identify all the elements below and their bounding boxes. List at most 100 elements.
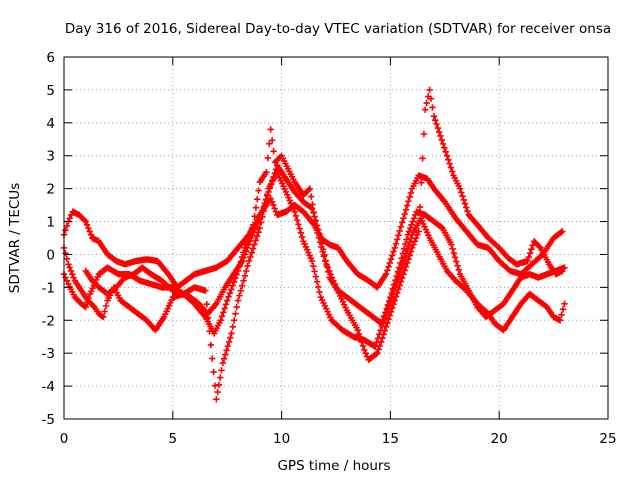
data-point [313, 222, 321, 229]
data-point [247, 253, 254, 261]
data-point [556, 317, 564, 324]
data-point [376, 342, 384, 349]
data-point [399, 250, 407, 257]
data-point [382, 271, 390, 278]
data-point [528, 245, 535, 253]
data-point [85, 224, 92, 232]
data-point [220, 355, 228, 363]
data-point [383, 305, 390, 312]
data-point [372, 350, 380, 358]
data-point [230, 317, 238, 324]
data-point [214, 388, 221, 396]
data-point [432, 116, 439, 124]
data-point [438, 223, 445, 231]
data-point [310, 263, 317, 270]
data-point [387, 294, 394, 301]
data-point [266, 140, 273, 147]
data-point [411, 238, 418, 245]
data-point [558, 311, 565, 318]
data-point [326, 267, 333, 275]
data-point [371, 343, 379, 350]
data-point [524, 257, 531, 265]
data-point [382, 323, 390, 331]
data-point [224, 342, 232, 350]
data-point [460, 196, 467, 204]
y-tick-label: 2 [46, 182, 55, 198]
data-point [443, 152, 451, 159]
data-point [86, 228, 93, 235]
data-point [451, 254, 459, 261]
data-point [270, 148, 277, 155]
x-tick-label: 10 [273, 431, 290, 447]
data-point [242, 247, 250, 255]
data-point [391, 244, 398, 252]
data-point [244, 244, 251, 252]
data-point [229, 282, 236, 289]
data-point [316, 230, 323, 237]
data-point [69, 271, 76, 278]
data-point [295, 221, 302, 228]
data-point [389, 285, 397, 292]
data-point [315, 283, 322, 291]
data-point [453, 258, 460, 265]
data-point [384, 267, 391, 274]
data-point [241, 251, 249, 258]
data-point [312, 273, 319, 280]
data-point [463, 204, 470, 211]
data-point [559, 306, 567, 313]
data-point [226, 289, 234, 297]
y-tick-label: -2 [42, 313, 55, 329]
data-point [310, 209, 317, 216]
data-point [206, 328, 213, 335]
data-point [203, 301, 210, 308]
data-point [251, 241, 258, 248]
y-tick-label: 5 [46, 83, 55, 99]
data-point [83, 221, 91, 229]
data-point [219, 359, 227, 367]
data-point [407, 235, 415, 242]
data-point [393, 272, 400, 280]
series-track-4 [82, 162, 568, 327]
data-point [298, 233, 306, 241]
data-point [401, 210, 408, 218]
data-point [267, 195, 274, 202]
data-point [397, 278, 405, 285]
data-point [82, 303, 89, 311]
data-point [318, 240, 326, 247]
data-point [66, 264, 73, 271]
data-point [223, 347, 230, 354]
data-point [389, 252, 396, 259]
data-point [392, 277, 399, 284]
data-point [387, 255, 395, 263]
y-tick-label: 0 [46, 247, 55, 263]
data-point [400, 245, 408, 253]
y-tick-label: -5 [42, 412, 55, 428]
data-point [259, 207, 266, 214]
data-point [256, 215, 264, 222]
x-tick-label: 0 [60, 431, 69, 447]
data-point [261, 200, 269, 207]
data-point [406, 252, 413, 259]
data-point [81, 217, 88, 224]
data-point [409, 218, 416, 225]
data-point [386, 312, 393, 319]
data-point [380, 312, 388, 320]
data-point [377, 326, 384, 334]
data-point [405, 228, 413, 235]
data-point [449, 245, 456, 253]
data-point [62, 274, 69, 281]
data-point [391, 297, 398, 304]
data-point [361, 346, 368, 354]
data-point [322, 257, 329, 264]
data-point [557, 229, 565, 236]
data-point [410, 241, 417, 248]
data-point [256, 224, 264, 232]
data-point [267, 126, 274, 133]
data-point [404, 231, 412, 238]
data-point [268, 137, 276, 144]
data-point [464, 208, 471, 215]
data-point [526, 249, 534, 257]
data-point [312, 217, 319, 225]
